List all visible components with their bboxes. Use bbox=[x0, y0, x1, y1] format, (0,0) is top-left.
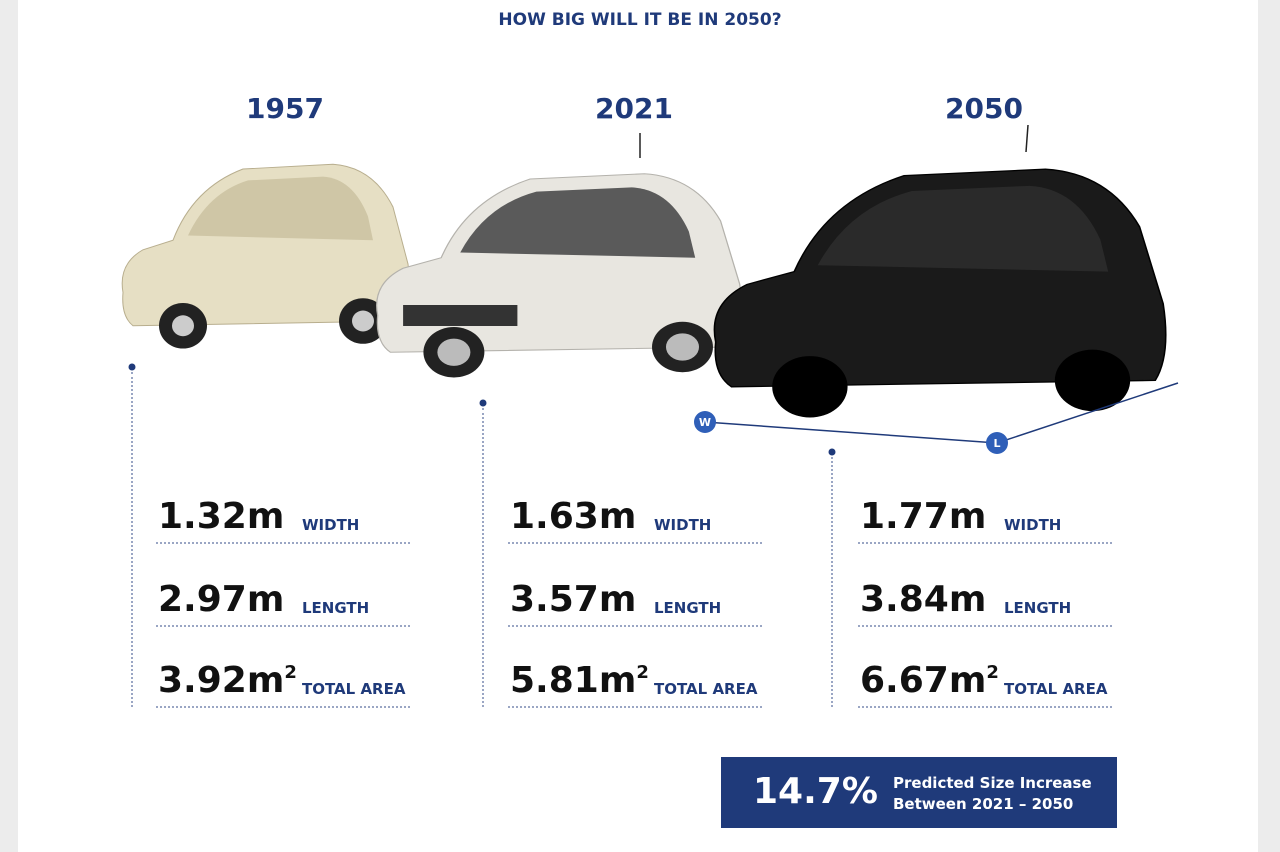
stat-label: WIDTH bbox=[1004, 516, 1062, 534]
length-marker bbox=[986, 432, 1008, 454]
stat-value: 3.84m bbox=[860, 579, 986, 620]
divider bbox=[156, 706, 410, 708]
year: 1957 bbox=[246, 92, 324, 125]
guide bbox=[131, 372, 133, 707]
width-marker-label: W bbox=[699, 416, 711, 429]
stat-label: TOTAL AREA bbox=[654, 680, 758, 698]
stat-value: 5.81m2 bbox=[510, 660, 649, 701]
stat-value: 6.67m2 bbox=[860, 660, 999, 701]
divider bbox=[156, 625, 410, 627]
length-marker-label: L bbox=[993, 437, 1000, 450]
stat-label: TOTAL AREA bbox=[302, 680, 406, 698]
superscript: 2 bbox=[284, 662, 297, 683]
panel bbox=[18, 0, 1258, 852]
value-text: 1.63m bbox=[510, 496, 637, 537]
stat-label: TOTAL AREA bbox=[1004, 680, 1108, 698]
value-text: 6.67m bbox=[860, 660, 987, 701]
divider bbox=[508, 542, 762, 544]
value-text: 3.57m bbox=[510, 579, 637, 620]
car-2050 bbox=[713, 168, 1167, 418]
divider bbox=[156, 542, 410, 544]
summary-text: Between 2021 – 2050 bbox=[893, 795, 1074, 813]
stat-value: 3.57m bbox=[510, 579, 636, 620]
stat-label: LENGTH bbox=[302, 599, 370, 617]
title: HOW BIG WILL IT BE IN 2050? bbox=[498, 10, 782, 30]
stat-value: 2.97m bbox=[158, 579, 284, 620]
stat-label: LENGTH bbox=[1004, 599, 1072, 617]
value-text: 1.32m bbox=[158, 496, 285, 537]
stat-label: WIDTH bbox=[654, 516, 712, 534]
stat-value: 3.92m2 bbox=[158, 660, 297, 701]
divider bbox=[508, 706, 762, 708]
car-2021 bbox=[376, 173, 743, 378]
year: 2021 bbox=[595, 92, 673, 125]
stat-label: WIDTH bbox=[302, 516, 360, 534]
guide bbox=[831, 457, 833, 707]
divider bbox=[858, 625, 1112, 627]
summary-box: 14.7% Predicted Size Increase Between 20… bbox=[721, 757, 1117, 828]
divider bbox=[858, 542, 1112, 544]
car-1957 bbox=[121, 163, 411, 349]
superscript: 2 bbox=[636, 662, 649, 683]
value-text: 2.97m bbox=[158, 579, 285, 620]
summary-text: Predicted Size Increase bbox=[893, 774, 1092, 792]
stat-value: 1.63m bbox=[510, 496, 636, 537]
value-text: 5.81m bbox=[510, 660, 637, 701]
width-marker bbox=[694, 411, 716, 433]
value-text: 3.84m bbox=[860, 579, 987, 620]
superscript: 2 bbox=[986, 662, 999, 683]
year: 2050 bbox=[945, 92, 1023, 125]
divider bbox=[508, 625, 762, 627]
value-text: 3.92m bbox=[158, 660, 285, 701]
summary-value: 14.7% bbox=[753, 771, 878, 812]
stat-value: 1.32m bbox=[158, 496, 284, 537]
stat-label: LENGTH bbox=[654, 599, 722, 617]
guide bbox=[482, 408, 484, 707]
value-text: 1.77m bbox=[860, 496, 987, 537]
divider bbox=[858, 706, 1112, 708]
stat-value: 1.77m bbox=[860, 496, 986, 537]
